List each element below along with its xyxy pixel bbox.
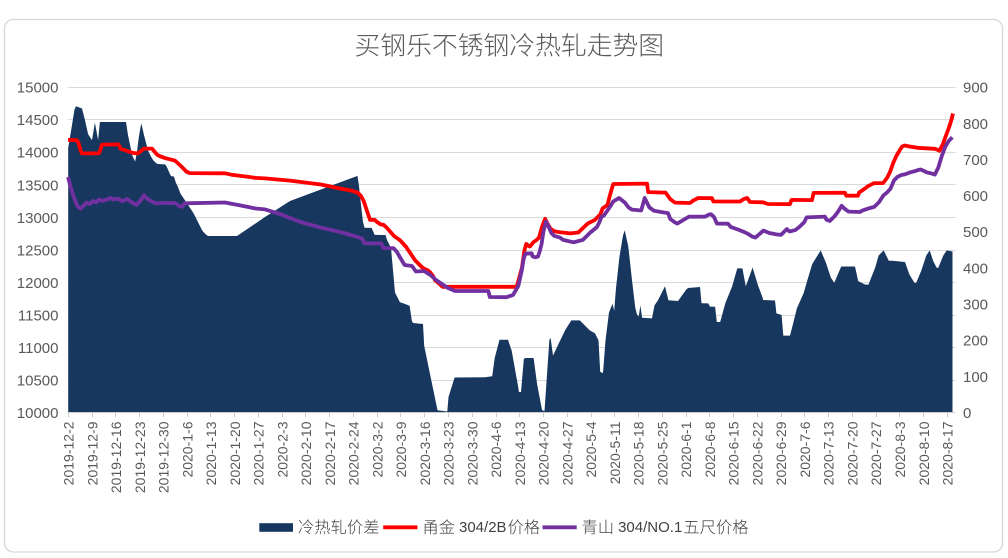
svg-text:10500: 10500	[17, 372, 59, 389]
svg-text:2020-7-20: 2020-7-20	[845, 421, 861, 485]
svg-text:2020-3-16: 2020-3-16	[417, 421, 433, 485]
svg-text:200: 200	[963, 333, 988, 350]
svg-text:12500: 12500	[17, 242, 59, 259]
svg-text:13000: 13000	[17, 210, 59, 227]
svg-text:2020-3-2: 2020-3-2	[369, 421, 385, 477]
svg-text:2020-6-29: 2020-6-29	[773, 421, 789, 485]
svg-text:2020-8-10: 2020-8-10	[916, 421, 932, 485]
svg-text:100: 100	[963, 369, 988, 386]
svg-text:2019-12-16: 2019-12-16	[108, 421, 124, 493]
svg-text:2020-5-4: 2020-5-4	[583, 421, 599, 477]
svg-text:2020-4-13: 2020-4-13	[512, 421, 528, 485]
svg-text:14500: 14500	[17, 112, 59, 129]
svg-text:2020-1-6: 2020-1-6	[179, 421, 195, 477]
svg-text:15000: 15000	[17, 80, 59, 97]
svg-text:700: 700	[963, 152, 988, 169]
svg-text:2020-4-20: 2020-4-20	[536, 421, 552, 485]
svg-text:2020-1-20: 2020-1-20	[227, 421, 243, 485]
svg-text:2020-3-30: 2020-3-30	[464, 421, 480, 485]
svg-text:2020-8-3: 2020-8-3	[892, 421, 908, 477]
svg-text:11000: 11000	[18, 340, 59, 357]
svg-text:2020-5-11: 2020-5-11	[607, 421, 623, 484]
svg-text:2020-7-6: 2020-7-6	[797, 421, 813, 477]
svg-text:2019-12-23: 2019-12-23	[132, 421, 148, 493]
svg-text:11500: 11500	[18, 307, 59, 324]
svg-text:2019-12-2: 2019-12-2	[61, 421, 77, 485]
svg-text:2020-5-18: 2020-5-18	[631, 421, 647, 485]
svg-text:2019-12-30: 2019-12-30	[156, 421, 172, 493]
svg-text:2020-7-27: 2020-7-27	[868, 421, 884, 485]
svg-text:2020-2-17: 2020-2-17	[322, 421, 338, 485]
svg-text:300: 300	[963, 297, 988, 314]
svg-text:2020-2-24: 2020-2-24	[346, 421, 362, 485]
svg-text:10000: 10000	[17, 405, 59, 422]
svg-text:2020-2-10: 2020-2-10	[298, 421, 314, 485]
svg-text:900: 900	[963, 80, 988, 97]
svg-text:2020-1-27: 2020-1-27	[251, 421, 267, 485]
svg-text:2020-1-13: 2020-1-13	[203, 421, 219, 485]
svg-text:13500: 13500	[17, 177, 59, 194]
svg-text:2020-5-25: 2020-5-25	[654, 421, 670, 485]
svg-text:2020-6-22: 2020-6-22	[750, 421, 766, 485]
svg-text:0: 0	[963, 405, 971, 422]
svg-text:304/NO.1: 304/NO.1	[618, 519, 682, 536]
svg-text:2020-7-13: 2020-7-13	[821, 421, 837, 485]
svg-text:2020-6-15: 2020-6-15	[726, 421, 742, 485]
svg-text:400: 400	[963, 260, 988, 277]
svg-text:2020-6-1: 2020-6-1	[678, 421, 694, 477]
svg-text:2020-6-8: 2020-6-8	[702, 421, 718, 477]
svg-text:2020-8-17: 2020-8-17	[940, 421, 956, 485]
svg-text:2020-4-27: 2020-4-27	[559, 421, 575, 485]
svg-text:2020-3-23: 2020-3-23	[441, 421, 457, 485]
svg-text:12000: 12000	[17, 275, 59, 292]
svg-text:800: 800	[963, 116, 988, 133]
svg-text:14000: 14000	[17, 145, 59, 162]
svg-text:2020-3-9: 2020-3-9	[393, 421, 409, 477]
svg-text:2020-2-3: 2020-2-3	[274, 421, 290, 477]
svg-text:2020-4-6: 2020-4-6	[488, 421, 504, 477]
svg-text:500: 500	[963, 224, 988, 241]
svg-text:304/2B: 304/2B	[459, 519, 507, 536]
svg-text:600: 600	[963, 188, 988, 205]
svg-text:2019-12-9: 2019-12-9	[84, 421, 100, 485]
